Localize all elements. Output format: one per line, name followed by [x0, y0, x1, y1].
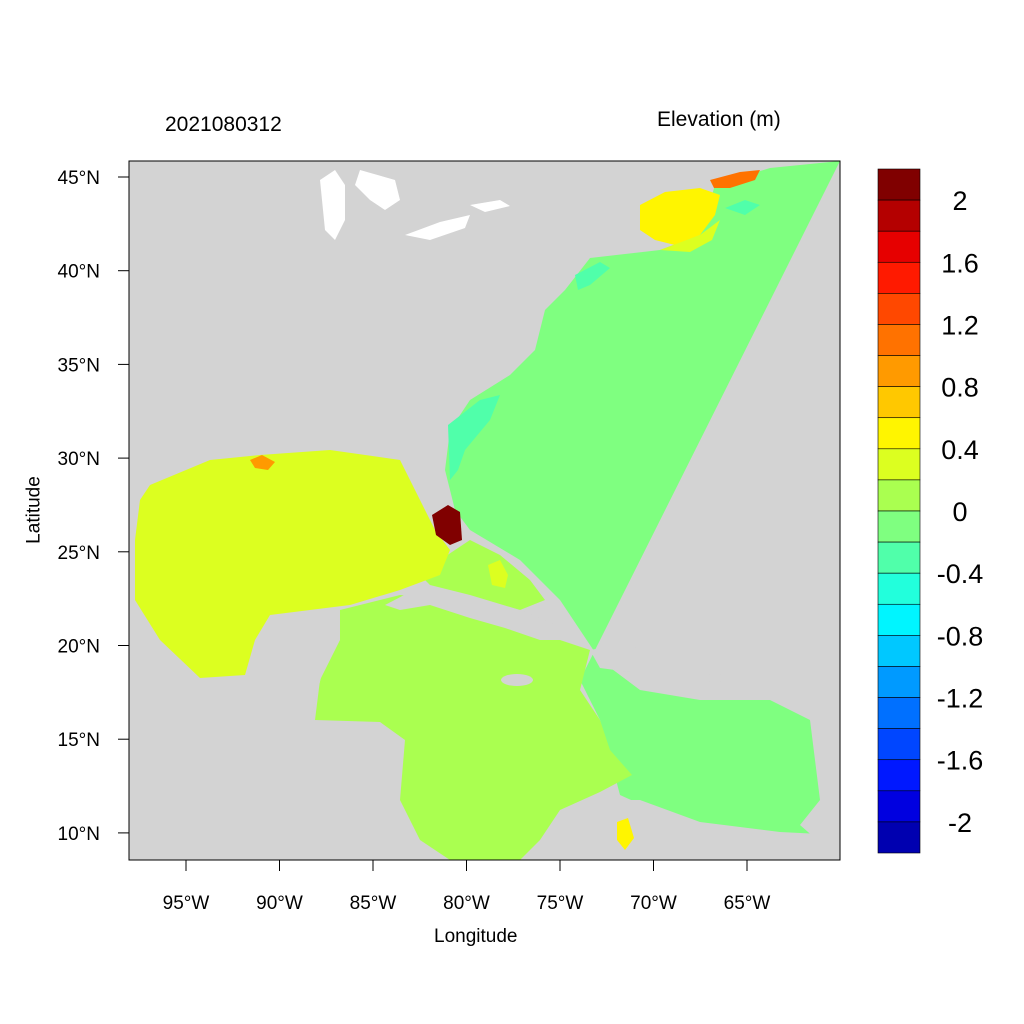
colorbar-box: [877, 572, 921, 605]
colorbar-box: [877, 386, 921, 419]
cuba: [385, 590, 575, 640]
colorbar: 2 1.6 1.2 0.8 0.4 0 -0.4 -0.8 -1.2 -1.6 -2: [877, 168, 984, 854]
coastal-shelf-southeast: [448, 395, 500, 480]
caribbean-sea: [315, 595, 632, 860]
colorbar-box: [877, 199, 921, 232]
lake-ontario: [470, 200, 510, 212]
lake-huron: [355, 170, 400, 210]
nova-scotia-coast: [710, 170, 760, 188]
x-axis-label: Longitude: [434, 926, 518, 947]
lon-tick-label: 80°W: [443, 893, 490, 914]
colorbar-box: [877, 293, 921, 325]
colorbar-box: [877, 355, 921, 387]
colorbar-box: [877, 603, 921, 636]
colorbar-label: -2: [948, 808, 972, 838]
colorbar-box: [877, 479, 921, 512]
colorbar-box: [877, 666, 921, 698]
gulf-of-mexico: [135, 450, 450, 678]
colorbar-label: 1.6: [941, 248, 979, 278]
gulf-of-maine: [640, 188, 720, 245]
colorbar-label: 0.8: [941, 373, 979, 403]
lon-tick-label: 70°W: [630, 893, 677, 914]
longitude-ticks: 95°W 90°W 85°W 80°W 75°W 70°W 65°W: [163, 860, 771, 914]
yucatan: [255, 610, 340, 720]
colorbar-box: [877, 728, 921, 761]
lon-tick-label: 65°W: [724, 893, 771, 914]
atlantic-ocean: [445, 161, 840, 860]
south-america-coast: [540, 800, 840, 860]
lat-tick-label: 35°N: [58, 355, 100, 376]
colorbar-box: [877, 324, 921, 356]
colorbar-label: 0.4: [941, 435, 979, 465]
colorbar-box: [877, 790, 921, 823]
jamaica: [501, 674, 533, 686]
gulf-of-maine-shelf: [660, 220, 720, 252]
colorbar-box: [877, 417, 921, 450]
south-florida-high-water: [432, 505, 462, 545]
puerto-rico: [703, 674, 727, 682]
coastal-shelf-northeast: [575, 262, 610, 290]
lake-michigan: [320, 170, 345, 240]
lon-tick-label: 75°W: [537, 893, 584, 914]
latitude-ticks: 45°N 40°N 35°N 30°N 25°N 20°N 15°N 10°N: [58, 168, 129, 845]
bay-of-fundy: [725, 200, 760, 215]
colorbar-box: [877, 168, 921, 201]
colorbar-box: [877, 230, 921, 263]
lat-tick-label: 25°N: [58, 543, 100, 564]
colorbar-label: -1.6: [937, 746, 984, 776]
colorbar-box: [877, 697, 921, 729]
lat-tick-label: 10°N: [58, 824, 100, 845]
lat-tick-label: 45°N: [58, 168, 100, 189]
lat-tick-label: 30°N: [58, 449, 100, 470]
colorbar-box: [877, 541, 921, 574]
louisiana-coast: [250, 455, 275, 470]
colorbar-label: -0.8: [937, 621, 984, 651]
colorbar-box: [877, 448, 921, 481]
lake-erie: [405, 215, 470, 240]
colorbar-box: [877, 821, 921, 854]
lon-tick-label: 95°W: [163, 893, 210, 914]
hispaniola: [590, 645, 665, 672]
y-axis-label: Latitude: [23, 476, 45, 544]
colorbar-box: [877, 510, 921, 543]
colorbar-label: 2: [952, 186, 967, 216]
colorbar-label: -0.4: [937, 559, 984, 589]
plot-frame: [128, 160, 841, 861]
bahamas-bank: [488, 560, 508, 588]
lake-maracaibo-water: [617, 818, 634, 850]
colorbar-box: [877, 759, 921, 792]
variable-title: Elevation (m): [657, 108, 781, 131]
colorbar-label: -1.2: [937, 684, 984, 714]
lon-tick-label: 90°W: [256, 893, 303, 914]
lat-tick-label: 20°N: [58, 637, 100, 658]
colorbar-box: [877, 261, 921, 294]
colorbar-box: [877, 635, 921, 667]
lon-tick-label: 85°W: [350, 893, 397, 914]
lat-tick-label: 15°N: [58, 730, 100, 751]
colorbar-label: 1.2: [941, 310, 979, 340]
colorbar-label: 0: [952, 497, 967, 527]
lat-tick-label: 40°N: [58, 262, 100, 283]
plot-date-title: 2021080312: [165, 113, 282, 136]
